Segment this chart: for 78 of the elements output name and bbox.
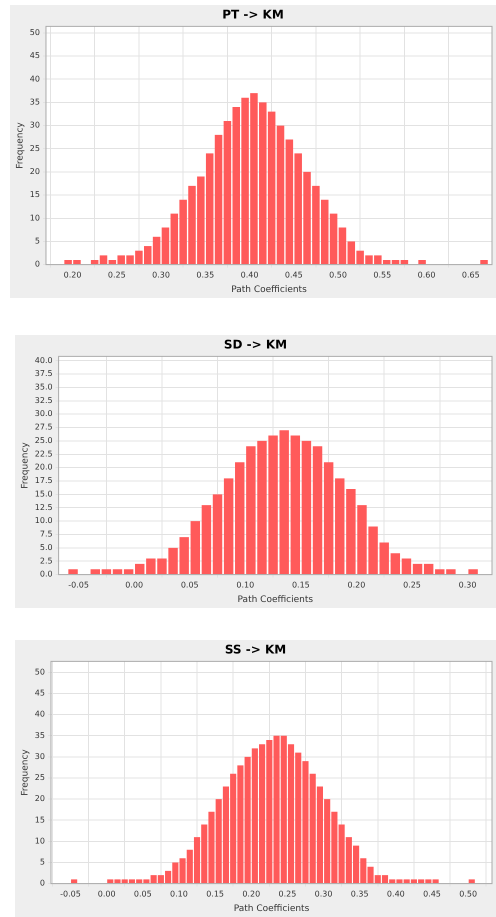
y-tick-label: 10 [34, 836, 45, 846]
x-tick-label: 0.45 [423, 889, 441, 898]
y-tick-label: 40 [30, 74, 40, 84]
y-tick-label: 5.0 [40, 542, 53, 552]
y-axis-title: Frequency [20, 748, 31, 796]
y-axis-title: Frequency [16, 122, 26, 169]
y-tick-label: 37.5 [34, 369, 53, 378]
y-tick-label: 10.0 [34, 516, 53, 526]
y-tick-label: 20 [30, 166, 40, 176]
x-tick-label: 0.15 [292, 580, 310, 590]
y-tick-label: 50 [34, 667, 45, 676]
x-tick-label: 0.60 [418, 270, 436, 280]
x-tick-label: 0.05 [134, 889, 152, 898]
x-tick-label: 0.30 [152, 270, 170, 280]
y-tick-label: 30 [34, 752, 45, 761]
y-tick-label: 17.5 [34, 476, 53, 486]
y-tick-label: 0.0 [40, 570, 53, 579]
x-tick-label: 0.45 [284, 270, 303, 280]
y-tick-label: 25 [34, 773, 45, 782]
y-tick-label: 27.5 [34, 422, 53, 432]
x-tick-label: 0.25 [403, 580, 421, 590]
y-tick-label: 7.5 [40, 530, 53, 539]
y-tick-label: 35 [34, 730, 45, 740]
x-tick-label: 0.15 [206, 889, 224, 898]
x-tick-label: 0.35 [196, 270, 214, 280]
x-axis-title: Path Coefficients [238, 594, 314, 605]
x-tick-label: 0.50 [329, 270, 347, 280]
x-tick-label: 0.40 [240, 270, 258, 280]
y-tick-label: 25.0 [34, 436, 53, 445]
x-tick-label: 0.10 [236, 580, 254, 590]
y-tick-label: 30 [30, 120, 40, 130]
y-tick-label: 15.0 [34, 489, 53, 498]
y-tick-label: 32.5 [34, 396, 53, 405]
y-tick-label: 45 [30, 51, 40, 60]
y-tick-label: 35.0 [34, 382, 53, 392]
y-tick-label: 5 [34, 236, 40, 246]
y-tick-label: 10 [30, 213, 40, 222]
x-tick-label: 0.20 [348, 580, 366, 590]
x-tick-label: 0.65 [462, 270, 480, 280]
y-tick-label: 0 [34, 260, 40, 269]
x-tick-label: 0.30 [458, 580, 476, 590]
x-tick-label: 0.50 [459, 889, 478, 898]
chart-title: SS -> KM [224, 642, 286, 656]
y-tick-label: 20.0 [34, 462, 53, 472]
y-tick-label: 50 [30, 28, 40, 37]
chart-title: PT -> KM [222, 7, 284, 22]
y-tick-label: 2.5 [40, 556, 53, 566]
y-tick-label: 12.5 [34, 502, 53, 512]
y-tick-label: 45 [34, 688, 45, 698]
x-tick-label: 0.25 [278, 889, 296, 898]
x-tick-label: -0.05 [68, 580, 89, 590]
x-tick-label: 0.30 [314, 889, 332, 898]
y-tick-label: 40.0 [34, 356, 53, 365]
x-tick-label: 0.35 [350, 889, 369, 898]
y-tick-label: 15 [30, 190, 40, 200]
x-tick-label: -0.05 [60, 889, 81, 898]
y-tick-label: 5 [40, 858, 45, 867]
y-tick-label: 30.0 [34, 409, 53, 418]
x-tick-label: 0.20 [242, 889, 260, 898]
y-tick-label: 35 [30, 97, 40, 106]
x-tick-label: 0.00 [125, 580, 144, 590]
y-axis-title: Frequency [20, 442, 31, 489]
x-tick-label: 0.05 [180, 580, 199, 590]
y-tick-label: 15 [34, 815, 45, 824]
x-axis-title: Path Coefficients [234, 904, 310, 914]
x-axis-title: Path Coefficients [231, 284, 308, 295]
y-tick-label: 40 [34, 710, 45, 719]
x-tick-label: 0.25 [108, 270, 126, 280]
y-tick-label: 0 [40, 878, 45, 888]
x-tick-label: 0.00 [98, 889, 116, 898]
chart-title: SD -> KM [224, 337, 288, 352]
x-tick-label: 0.55 [373, 270, 392, 280]
x-tick-label: 0.40 [386, 889, 405, 898]
y-tick-label: 22.5 [34, 449, 53, 458]
x-tick-label: 0.20 [64, 270, 82, 280]
x-tick-label: 0.10 [170, 889, 188, 898]
y-tick-label: 20 [34, 794, 45, 804]
y-tick-label: 25 [30, 144, 40, 153]
